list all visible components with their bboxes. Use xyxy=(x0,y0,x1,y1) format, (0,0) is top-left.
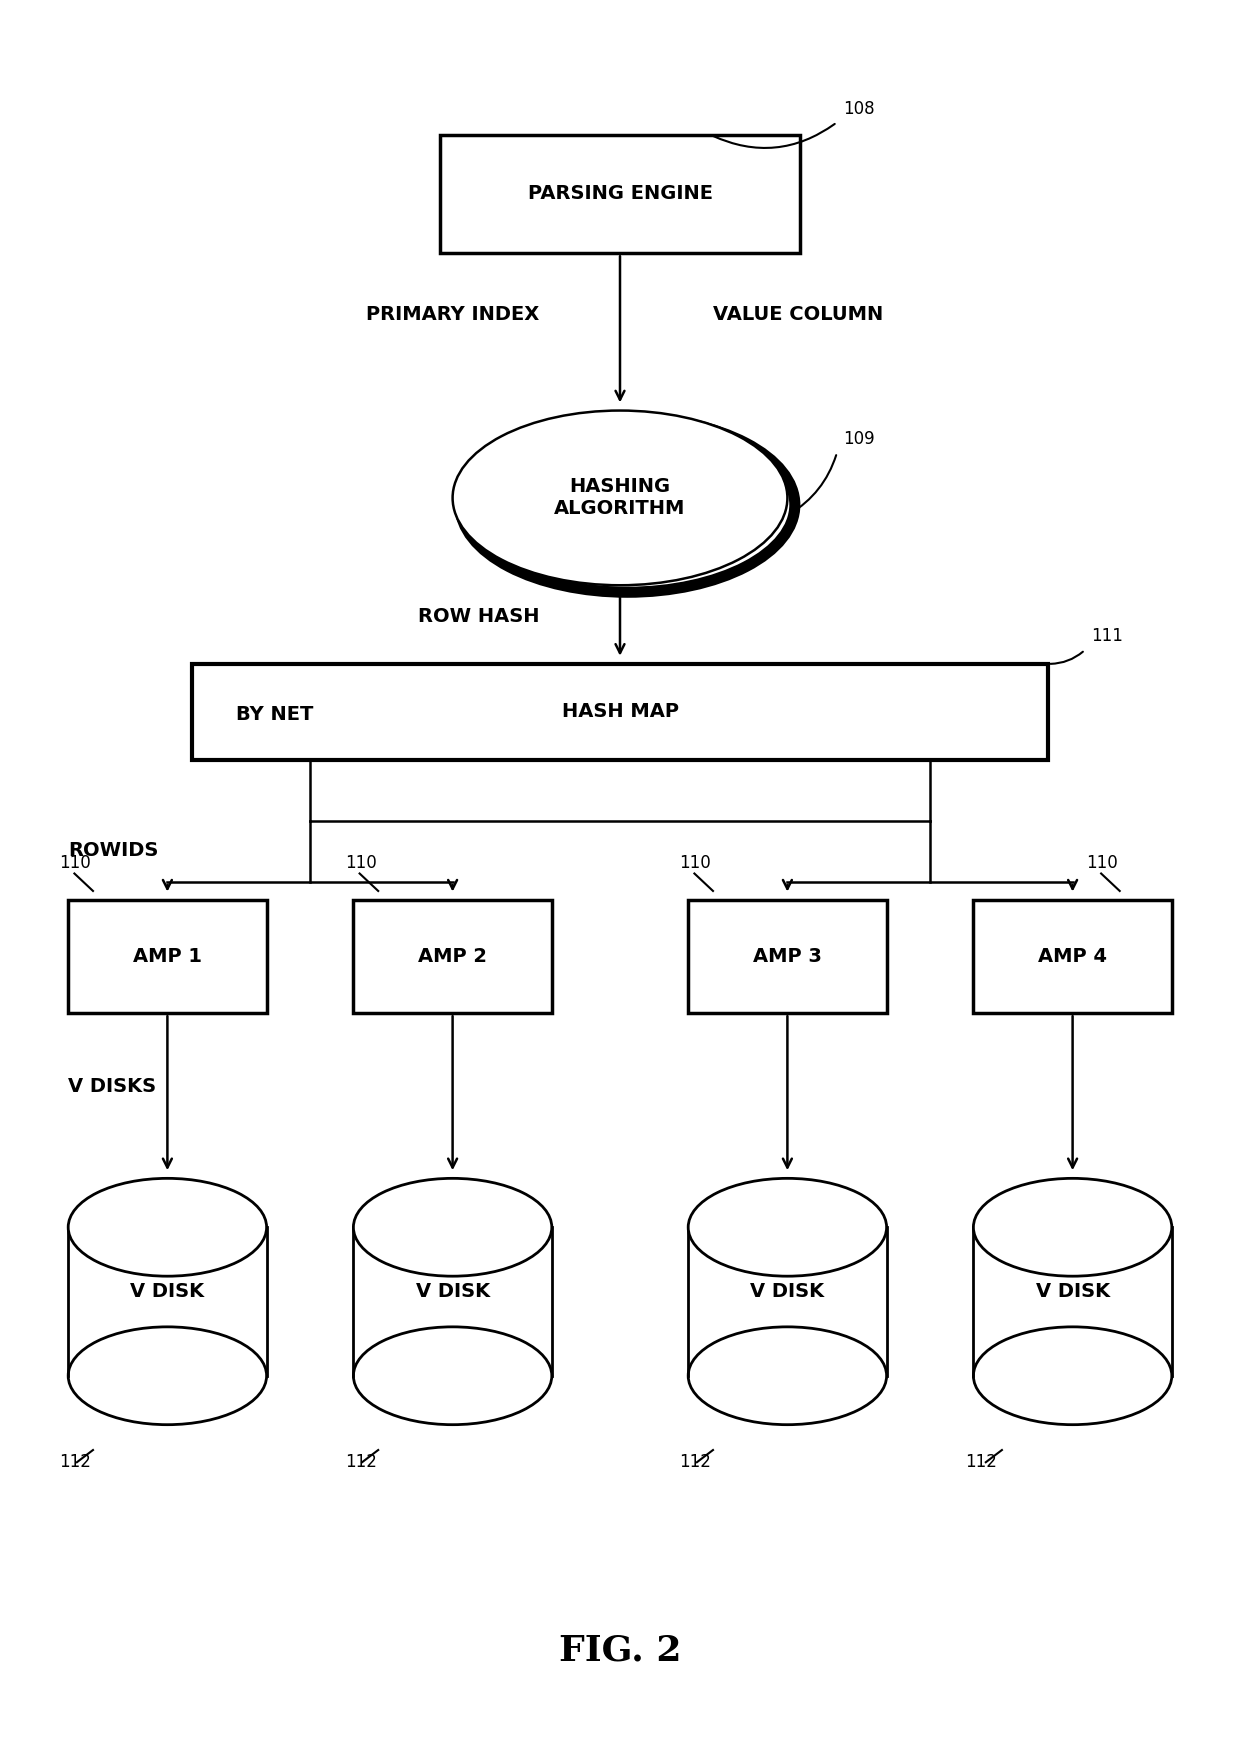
Text: 110: 110 xyxy=(1086,854,1118,872)
Text: 112: 112 xyxy=(345,1454,377,1471)
Text: AMP 3: AMP 3 xyxy=(753,947,822,966)
Text: 112: 112 xyxy=(680,1454,712,1471)
Ellipse shape xyxy=(68,1179,267,1277)
Text: V DISK: V DISK xyxy=(130,1282,205,1302)
Ellipse shape xyxy=(68,1328,267,1426)
Ellipse shape xyxy=(353,1328,552,1426)
Text: 110: 110 xyxy=(345,854,377,872)
Bar xyxy=(688,900,887,1013)
Text: FIG. 2: FIG. 2 xyxy=(559,1633,681,1668)
Bar xyxy=(688,1228,887,1377)
Text: HASHING
ALGORITHM: HASHING ALGORITHM xyxy=(554,477,686,519)
Text: ROWIDS: ROWIDS xyxy=(68,842,159,860)
Text: 108: 108 xyxy=(843,100,875,117)
Bar xyxy=(973,1228,1172,1377)
Ellipse shape xyxy=(453,411,787,585)
Ellipse shape xyxy=(973,1179,1172,1277)
Bar xyxy=(353,900,552,1013)
Text: PRIMARY INDEX: PRIMARY INDEX xyxy=(366,306,539,323)
Text: ROW HASH: ROW HASH xyxy=(418,608,539,625)
Text: V DISK: V DISK xyxy=(1035,1282,1110,1302)
Bar xyxy=(68,900,267,1013)
Text: HASH MAP: HASH MAP xyxy=(562,702,678,722)
Text: AMP 1: AMP 1 xyxy=(133,947,202,966)
Ellipse shape xyxy=(688,1179,887,1277)
Text: 111: 111 xyxy=(1091,627,1123,645)
Ellipse shape xyxy=(353,1179,552,1277)
Text: V DISK: V DISK xyxy=(750,1282,825,1302)
Text: 110: 110 xyxy=(60,854,92,872)
Text: 112: 112 xyxy=(60,1454,92,1471)
Text: AMP 4: AMP 4 xyxy=(1038,947,1107,966)
Bar xyxy=(192,664,1048,760)
Text: 110: 110 xyxy=(680,854,712,872)
Text: 112: 112 xyxy=(965,1454,997,1471)
Ellipse shape xyxy=(688,1328,887,1426)
Text: AMP 2: AMP 2 xyxy=(418,947,487,966)
Text: V DISKS: V DISKS xyxy=(68,1078,156,1095)
Text: VALUE COLUMN: VALUE COLUMN xyxy=(713,306,883,323)
Text: PARSING ENGINE: PARSING ENGINE xyxy=(527,185,713,203)
Text: V DISK: V DISK xyxy=(415,1282,490,1302)
Bar xyxy=(973,900,1172,1013)
Ellipse shape xyxy=(460,418,795,592)
Bar xyxy=(440,135,800,253)
Text: BY NET: BY NET xyxy=(236,706,312,723)
Ellipse shape xyxy=(973,1328,1172,1426)
Bar xyxy=(353,1228,552,1377)
Bar xyxy=(68,1228,267,1377)
Text: 109: 109 xyxy=(843,430,875,447)
